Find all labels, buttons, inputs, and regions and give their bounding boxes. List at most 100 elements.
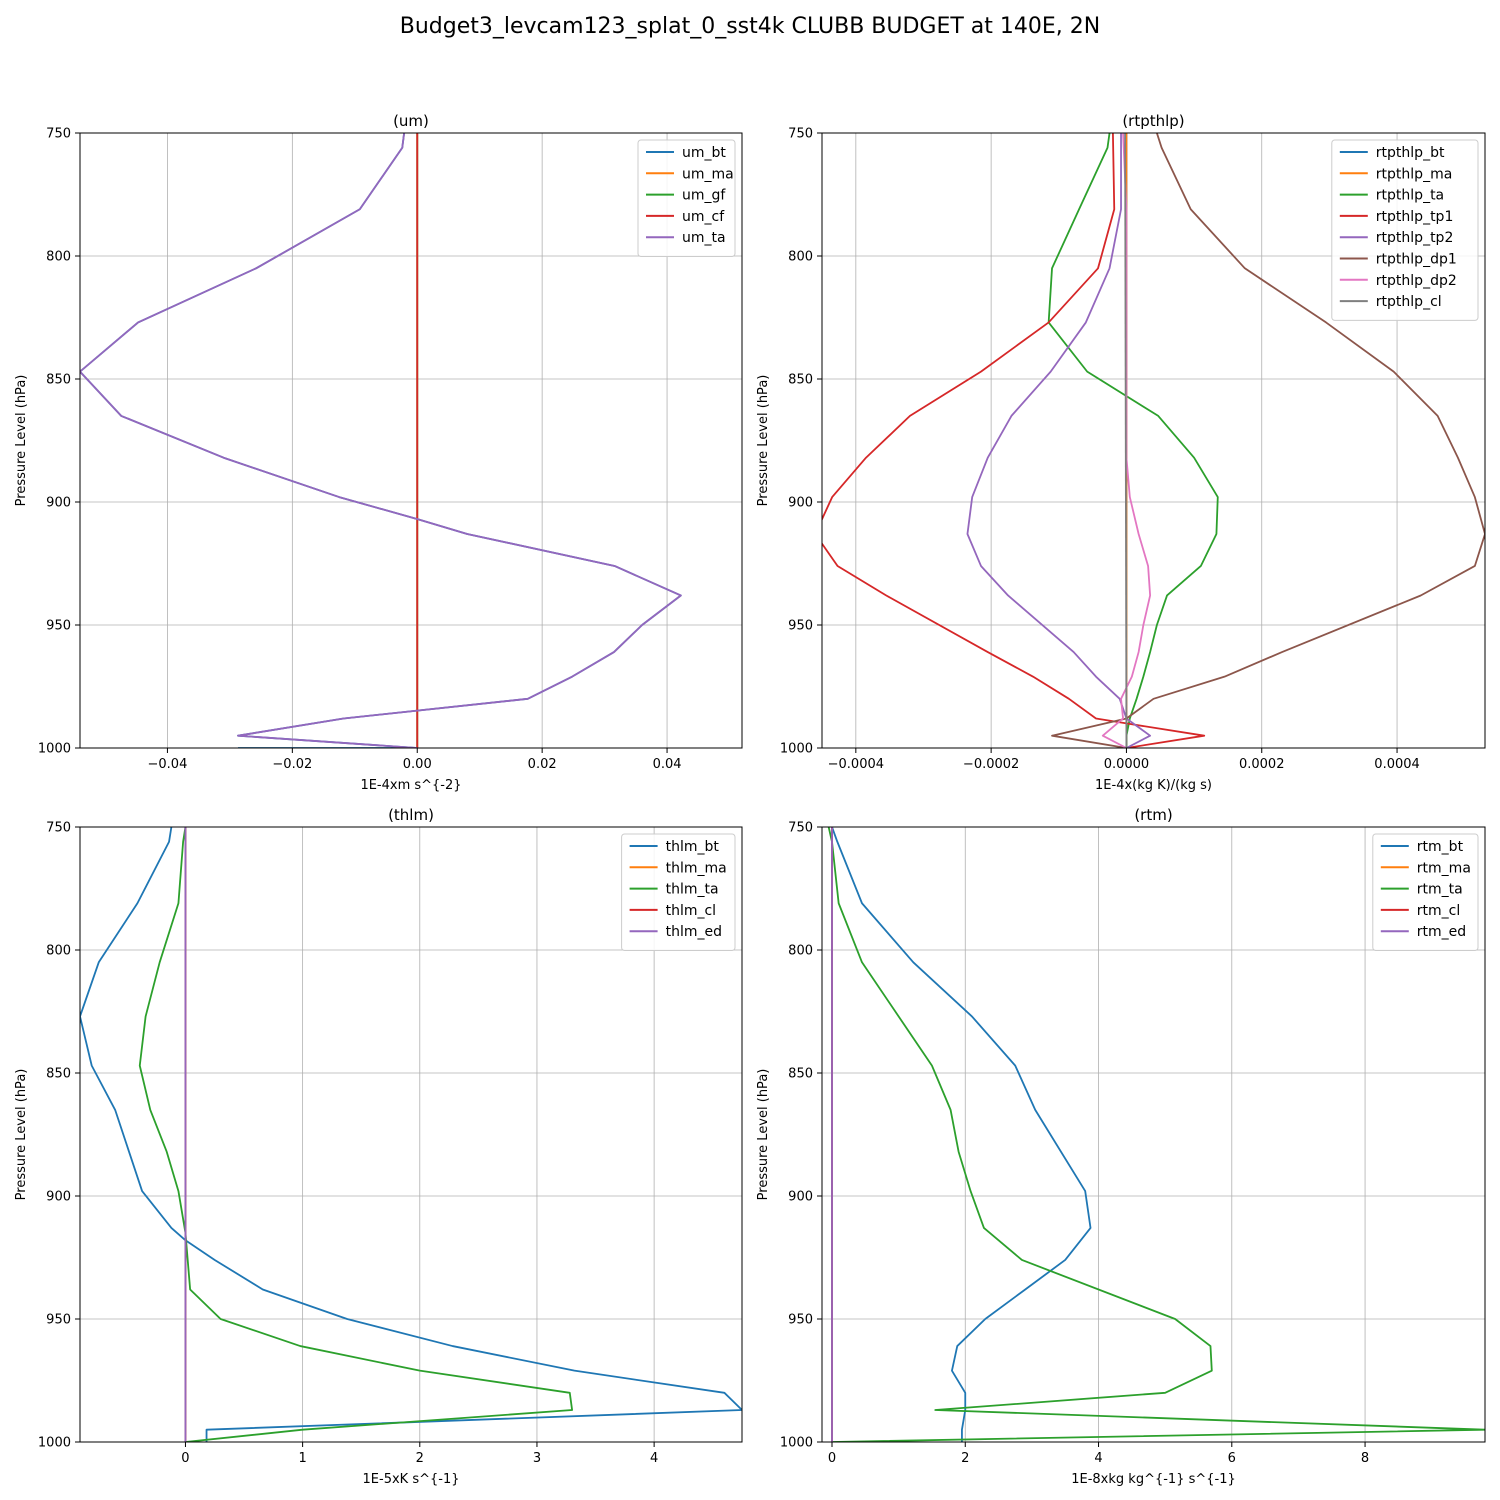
y-tick-label: 800 <box>788 944 813 959</box>
y-tick-label: 950 <box>788 619 813 634</box>
legend-label-rtm_bt: rtm_bt <box>1417 839 1464 855</box>
y-tick-label: 950 <box>788 1313 813 1328</box>
legend-label-thlm_bt: thlm_bt <box>666 839 720 855</box>
legend-label-um_ma: um_ma <box>682 166 734 182</box>
legend: um_bt um_ma um_gf um_cf um_ta <box>637 139 736 257</box>
figure-title: Budget3_levcam123_splat_0_sst4k CLUBB BU… <box>399 14 1101 39</box>
x-tick-label: 6 <box>1228 1451 1236 1466</box>
x-tick-label: 4 <box>650 1451 658 1466</box>
legend-label-um_ta: um_ta <box>682 230 726 246</box>
y-tick-label: 800 <box>46 944 71 959</box>
x-axis-label: 1E-5xK s^{-1} <box>363 1472 460 1487</box>
legend-label-rtpthlp_bt: rtpthlp_bt <box>1376 145 1445 161</box>
x-tick-label: 0.0002 <box>1239 757 1285 772</box>
subplot-1: −0.04 −0.02 0.00 0.02 0.04 750 800 850 900 950 100… <box>14 112 743 793</box>
y-tick-label: 950 <box>46 1313 71 1328</box>
series-line-rtpthlp_dp2 <box>1101 133 1152 748</box>
series-line-rtpthlp_cl <box>1124 133 1128 748</box>
x-tick-label: 8 <box>1361 1451 1369 1466</box>
legend-label-thlm_ma: thlm_ma <box>666 860 727 876</box>
y-tick-label: 750 <box>46 821 71 836</box>
y-tick-label: 1000 <box>780 1436 813 1451</box>
series-line-rtpthlp_ta <box>1047 133 1219 748</box>
y-tick-label: 1000 <box>780 742 813 757</box>
series-line-rtm_bt <box>831 827 1092 1442</box>
subplot-title: (um) <box>393 112 429 130</box>
y-axis-label: Pressure Level (hPa) <box>14 1069 29 1201</box>
subplot-title: (rtpthlp) <box>1122 112 1184 130</box>
axes-frame <box>821 132 1486 749</box>
axes-frame <box>821 826 1486 1443</box>
y-axis-label: Pressure Level (hPa) <box>14 375 29 507</box>
x-tick-label: 0.0000 <box>1104 757 1150 772</box>
legend: rtm_bt rtm_ma rtm_ta rtm_cl rtm_ed <box>1372 833 1479 951</box>
legend-label-thlm_cl: thlm_cl <box>666 903 716 919</box>
series-line-rtpthlp_tp1 <box>822 133 1206 748</box>
legend-label-rtm_ed: rtm_ed <box>1417 924 1466 940</box>
x-tick-label: 2 <box>416 1451 424 1466</box>
y-tick-label: 800 <box>788 250 813 265</box>
subplot-title: (rtm) <box>1134 806 1172 824</box>
y-tick-label: 850 <box>46 1067 71 1082</box>
subplot-2: −0.0004 −0.0002 0.0000 0.0002 0.0004 750 800 85… <box>756 112 1486 793</box>
legend-label-um_bt: um_bt <box>682 145 726 161</box>
x-tick-label: 0.04 <box>653 757 682 772</box>
y-tick-label: 1000 <box>38 742 71 757</box>
x-axis-label: 1E-8xkg kg^{-1} s^{-1} <box>1071 1472 1236 1487</box>
axes-frame <box>79 132 743 749</box>
legend-label-rtpthlp_cl: rtpthlp_cl <box>1376 294 1442 310</box>
legend-box <box>1372 833 1479 951</box>
x-tick-label: 0 <box>181 1451 189 1466</box>
x-tick-label: 0.0004 <box>1374 757 1420 772</box>
legend-label-rtpthlp_ta: rtpthlp_ta <box>1376 188 1444 204</box>
subplot-4: 0 2 4 6 8 750 800 850 900 950 1000 (rtm) 1E-8xkg kg^… <box>756 806 1486 1487</box>
y-tick-label: 800 <box>46 250 71 265</box>
legend-label-rtm_ma: rtm_ma <box>1417 860 1471 876</box>
axes-frame <box>79 826 743 1443</box>
y-tick-label: 750 <box>46 127 71 142</box>
x-axis-label: 1E-4x(kg K)/(kg s) <box>1095 778 1212 793</box>
legend-box <box>1331 139 1479 321</box>
legend: thlm_bt thlm_ma thlm_ta thlm_cl thlm_ed <box>621 833 736 951</box>
legend-box <box>621 833 736 951</box>
y-tick-label: 850 <box>788 1067 813 1082</box>
y-tick-label: 850 <box>788 373 813 388</box>
x-tick-label: −0.04 <box>148 757 188 772</box>
legend-label-rtm_ta: rtm_ta <box>1417 882 1463 898</box>
legend-label-rtpthlp_ma: rtpthlp_ma <box>1376 166 1453 182</box>
x-tick-label: 3 <box>533 1451 541 1466</box>
y-axis-label: Pressure Level (hPa) <box>756 1069 771 1201</box>
subplot-3: 0 1 2 3 4 750 800 850 900 950 1000 (thlm) 1E-5xK s^{… <box>14 806 743 1487</box>
y-tick-label: 1000 <box>38 1436 71 1451</box>
y-tick-label: 950 <box>46 619 71 634</box>
legend-label-um_cf: um_cf <box>682 209 725 225</box>
series-line-um_bt <box>80 133 682 748</box>
x-tick-label: −0.0004 <box>828 757 884 772</box>
x-tick-label: 0.00 <box>403 757 432 772</box>
legend-box <box>637 139 736 257</box>
legend-label-rtm_cl: rtm_cl <box>1417 903 1460 919</box>
series-line-um_ta <box>80 133 682 748</box>
x-tick-label: 1 <box>298 1451 306 1466</box>
legend-label-rtpthlp_tp1: rtpthlp_tp1 <box>1376 209 1454 225</box>
series-line-rtpthlp_dp1 <box>1051 133 1485 748</box>
y-tick-label: 900 <box>46 1190 71 1205</box>
x-tick-label: −0.0002 <box>963 757 1019 772</box>
series-line-rtm_ta <box>827 827 1485 1442</box>
legend-label-thlm_ta: thlm_ta <box>666 882 719 898</box>
x-tick-label: 0.02 <box>528 757 557 772</box>
y-tick-label: 850 <box>46 373 71 388</box>
x-tick-label: −0.02 <box>272 757 312 772</box>
legend-label-rtpthlp_dp1: rtpthlp_dp1 <box>1376 252 1457 268</box>
x-axis-label: 1E-4xm s^{-2} <box>360 778 461 793</box>
y-tick-label: 750 <box>788 821 813 836</box>
legend-label-rtpthlp_tp2: rtpthlp_tp2 <box>1376 230 1454 246</box>
x-tick-label: 2 <box>961 1451 969 1466</box>
y-tick-label: 750 <box>788 127 813 142</box>
legend-label-rtpthlp_dp2: rtpthlp_dp2 <box>1376 273 1457 289</box>
x-tick-label: 4 <box>1094 1451 1102 1466</box>
legend-label-thlm_ed: thlm_ed <box>666 924 722 940</box>
legend-label-um_gf: um_gf <box>682 188 726 204</box>
y-tick-label: 900 <box>788 1190 813 1205</box>
